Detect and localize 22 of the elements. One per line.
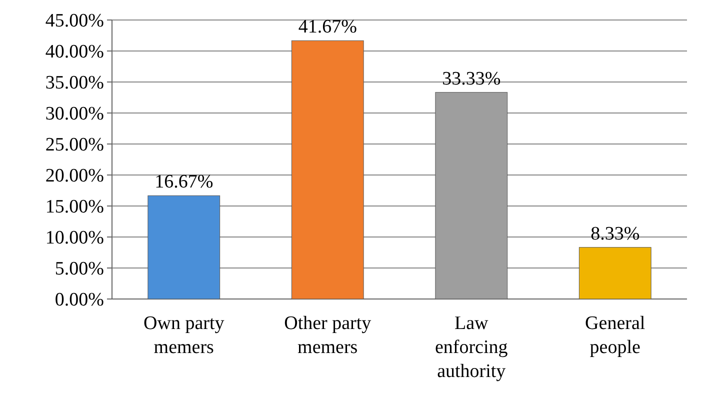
y-tick-label: 30.00%: [45, 104, 104, 125]
x-tick-label: Law enforcing authority: [434, 313, 508, 382]
data-label: 41.67%: [298, 16, 358, 38]
bar: [148, 195, 220, 300]
data-label: 8.33%: [590, 223, 640, 244]
y-tick-label: 0.00%: [54, 290, 104, 311]
bar: [578, 247, 652, 300]
y-tick-label: 40.00%: [45, 42, 104, 63]
data-label: 16.67%: [154, 172, 214, 193]
y-tick-label: 45.00%: [45, 10, 104, 32]
x-tick-label: Own party memers: [144, 313, 225, 358]
y-tick-label: 35.00%: [45, 72, 104, 94]
bar: [291, 40, 364, 300]
bar: [435, 92, 508, 300]
y-tick-label: 5.00%: [54, 258, 104, 280]
x-tick-label: Other party memers: [284, 313, 372, 358]
x-tick-label: General people: [585, 313, 646, 358]
data-label: 33.33%: [442, 68, 501, 90]
y-tick-label: 25.00%: [45, 134, 104, 156]
y-tick-label: 20.00%: [45, 166, 104, 187]
y-tick-label: 10.00%: [45, 228, 104, 249]
y-tick-label: 15.00%: [45, 196, 104, 218]
